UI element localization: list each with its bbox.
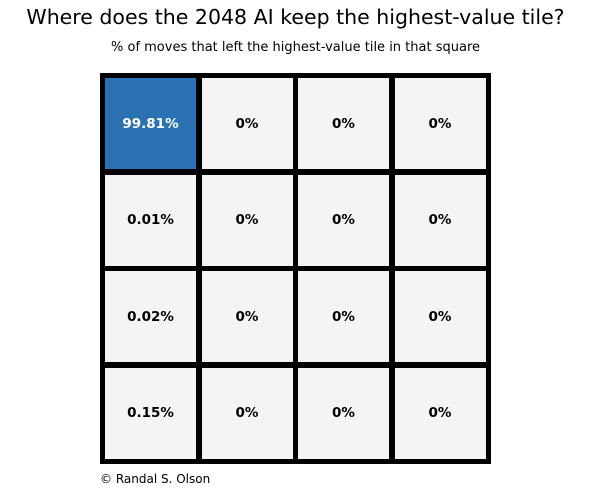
heatmap-cell: 0% <box>394 78 486 169</box>
chart-title: Where does the 2048 AI keep the highest-… <box>26 5 565 29</box>
heatmap-cell: 0% <box>201 174 293 266</box>
heatmap-cell: 0% <box>394 367 486 459</box>
heatmap-cell: 0% <box>201 78 293 169</box>
heatmap-grid: 99.81% 0% 0% 0% 0.01% 0% 0% 0% 0.02% 0% 0% 0% 0.15% 0… <box>100 73 491 464</box>
heatmap-cell: 0.15% <box>105 367 196 459</box>
heatmap-cell: 0.02% <box>105 271 196 362</box>
heatmap-cell: 0.01% <box>105 174 196 266</box>
heatmap-cell: 99.81% <box>105 78 196 169</box>
heatmap-cell: 0% <box>394 271 486 362</box>
heatmap-cell: 0% <box>298 174 389 266</box>
heatmap-cell: 0% <box>298 271 389 362</box>
heatmap-cell: 0% <box>201 367 293 459</box>
credit-text: © Randal S. Olson <box>100 472 211 486</box>
heatmap-cell: 0% <box>201 271 293 362</box>
heatmap-cell: 0% <box>298 367 389 459</box>
heatmap-cell: 0% <box>298 78 389 169</box>
heatmap-cell: 0% <box>394 174 486 266</box>
chart-subtitle: % of moves that left the highest-value t… <box>111 40 480 55</box>
